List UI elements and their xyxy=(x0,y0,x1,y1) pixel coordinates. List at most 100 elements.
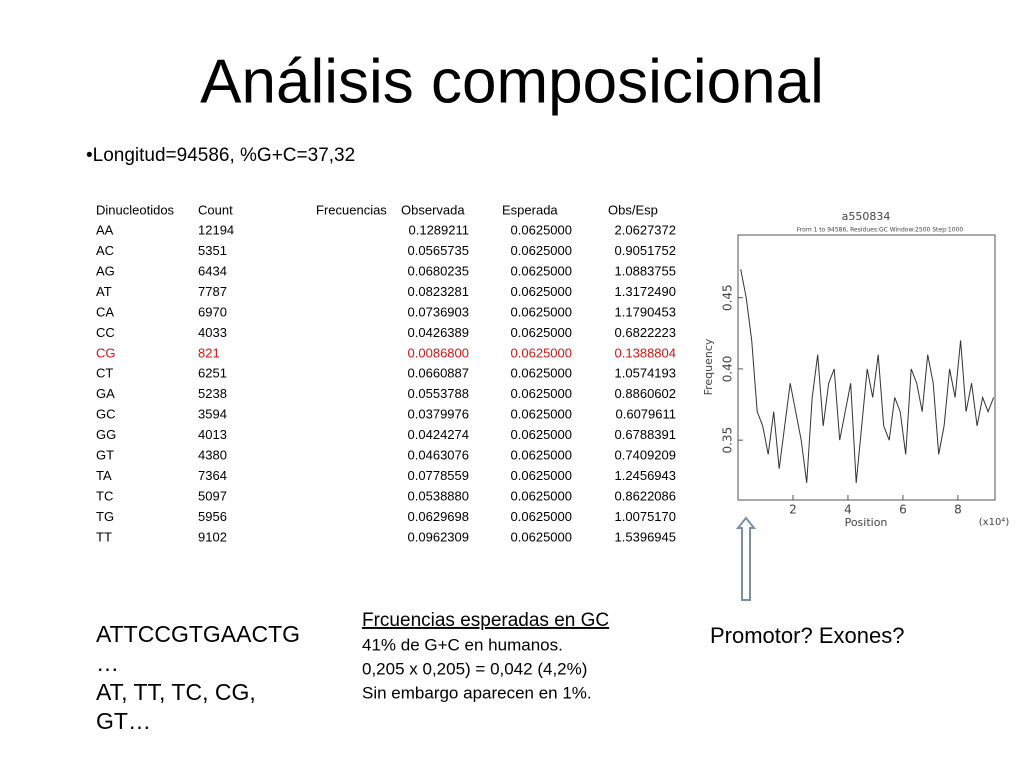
table-cell: 0.1388804 xyxy=(615,345,676,360)
table-cell: 1.2456943 xyxy=(615,468,676,483)
bullet: •Longitud=94586, %G+C=37,32 xyxy=(86,145,355,166)
table-cell: 0.0538880 xyxy=(408,489,469,504)
table-cell: CT xyxy=(96,366,113,381)
table-cell: 1.5396945 xyxy=(615,529,676,544)
x-tick-label: 4 xyxy=(844,503,852,517)
table-cell: CG xyxy=(96,345,116,360)
table-cell: 0.0463076 xyxy=(408,448,469,463)
table: Dinucleotidos Count Frecuencias Observada Es… xyxy=(96,202,676,544)
table-cell: 0.0553788 xyxy=(408,386,469,401)
table-cell: 0.1289211 xyxy=(409,222,470,237)
table-cell: GG xyxy=(96,427,116,442)
x-tick-label: 2 xyxy=(789,503,797,517)
table-cell: 1.3172490 xyxy=(615,284,676,299)
table-cell: AC xyxy=(96,243,114,258)
table-cell: 0.0736903 xyxy=(408,304,469,319)
table-cell: 0.0625000 xyxy=(511,407,572,422)
sequence-line: ATTCCGTGAACTG xyxy=(96,621,300,647)
y-tick-label: 0.35 xyxy=(721,427,735,454)
note-line: 0,205 x 0,205) = 0,042 (4,2%) xyxy=(362,659,587,678)
table-header: Frecuencias xyxy=(316,202,387,217)
table-cell: 821 xyxy=(198,345,220,360)
table-cell: 5956 xyxy=(198,509,227,524)
table-cell: AT xyxy=(96,284,112,299)
table-cell: 0.0565735 xyxy=(408,243,469,258)
table-cell: 4380 xyxy=(198,448,227,463)
table-cell: 6970 xyxy=(198,304,227,319)
table-header: Dinucleotidos xyxy=(96,202,175,217)
sequence-line: … xyxy=(96,650,119,676)
table-cell: GA xyxy=(96,386,115,401)
x-tick-label: 8 xyxy=(954,503,962,517)
x-unit: (x10⁴) xyxy=(979,517,1010,528)
table-cell: 0.0629698 xyxy=(408,509,469,524)
question: Promotor? Exones? xyxy=(710,623,904,648)
plot: a550834 From 1 to 94586, Residues:GC Wind… xyxy=(702,210,1009,529)
table-cell: TA xyxy=(96,468,112,483)
table-cell: 0.0625000 xyxy=(511,366,572,381)
table-cell: 7787 xyxy=(198,284,227,299)
table-cell: 0.0680235 xyxy=(408,263,469,278)
table-cell: 0.0778559 xyxy=(408,468,469,483)
table-cell: 0.7409209 xyxy=(615,448,676,463)
table-cell: 2.0627372 xyxy=(615,222,676,237)
plot-title: a550834 xyxy=(842,210,891,223)
table-cell: 5097 xyxy=(198,489,227,504)
table-cell: 0.0424274 xyxy=(408,427,469,442)
table-cell: 0.0379976 xyxy=(408,407,469,422)
sequence-line: GT… xyxy=(96,708,151,734)
table-cell: 0.6822223 xyxy=(615,325,676,340)
table-cell: 0.0962309 xyxy=(408,529,469,544)
table-cell: 6251 xyxy=(198,366,227,381)
table-cell: 4013 xyxy=(198,427,227,442)
table-cell: 0.0625000 xyxy=(511,325,572,340)
table-cell: 0.0625000 xyxy=(511,509,572,524)
table-cell: CC xyxy=(96,325,115,340)
table-cell: TT xyxy=(96,529,112,544)
y-tick-label: 0.45 xyxy=(721,284,735,311)
table-cell: 0.0625000 xyxy=(511,243,572,258)
table-cell: GT xyxy=(96,448,114,463)
table-cell: AA xyxy=(96,222,114,237)
table-cell: 0.0625000 xyxy=(511,448,572,463)
table-cell: 1.1790453 xyxy=(615,304,676,319)
table-cell: 0.0625000 xyxy=(511,284,572,299)
table-header: Obs/Esp xyxy=(608,202,658,217)
sequence-line: AT, TT, TC, CG, xyxy=(96,679,256,705)
table-cell: 9102 xyxy=(198,529,227,544)
table-cell: 5351 xyxy=(198,243,227,258)
table-cell: 1.0574193 xyxy=(615,366,676,381)
table-cell: 12194 xyxy=(198,222,234,237)
note-line: Sin embargo aparecen en 1%. xyxy=(362,683,592,702)
table-cell: 0.6079611 xyxy=(616,407,677,422)
table-cell: 1.0075170 xyxy=(615,509,676,524)
table-cell: 0.9051752 xyxy=(615,243,676,258)
note: Frcuencias esperadas en GC 41% de G+C en … xyxy=(362,610,609,702)
table-cell: 0.0625000 xyxy=(511,489,572,504)
table-cell: 0.8860602 xyxy=(615,386,676,401)
note-line: 41% de G+C en humanos. xyxy=(362,635,563,654)
table-cell: 0.0625000 xyxy=(511,427,572,442)
y-axis-label: Frequency xyxy=(702,338,715,395)
table-cell: 0.0625000 xyxy=(511,386,572,401)
table-cell: 7364 xyxy=(198,468,227,483)
table-cell: 0.0625000 xyxy=(511,345,572,360)
y-tick-label: 0.40 xyxy=(721,356,735,383)
table-header: Esperada xyxy=(502,202,558,217)
table-cell: AG xyxy=(96,263,115,278)
table-cell: 0.0625000 xyxy=(511,263,572,278)
arrow xyxy=(735,516,757,601)
table-cell: 0.8622086 xyxy=(615,489,676,504)
plot-frame xyxy=(737,234,996,501)
table-cell: TC xyxy=(96,489,113,504)
sequence: ATTCCGTGAACTG … AT, TT, TC, CG, GT… xyxy=(96,621,300,734)
table-cell: 0.0625000 xyxy=(511,529,572,544)
table-cell: 0.0426389 xyxy=(408,325,469,340)
x-axis-label: Position xyxy=(845,516,888,529)
table-cell: 3594 xyxy=(198,407,227,422)
table-cell: 0.0660887 xyxy=(408,366,469,381)
table-cell: GC xyxy=(96,407,116,422)
table-cell: 0.0625000 xyxy=(511,222,572,237)
